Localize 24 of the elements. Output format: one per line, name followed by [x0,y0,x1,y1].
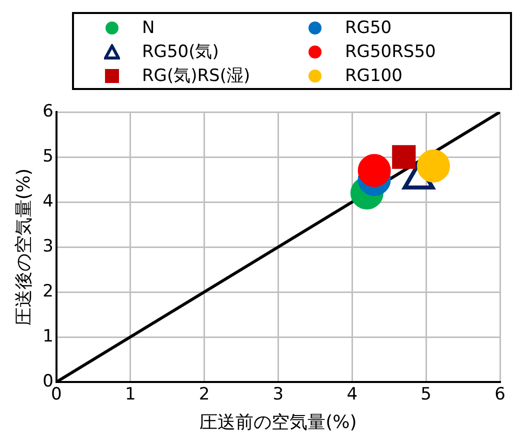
y-axis-title: 圧送後の空気量(%) [13,168,34,326]
x-tick-label: 2 [198,384,210,405]
point [392,145,416,169]
x-tick-label: 6 [494,384,506,405]
legend-label: RG100 [345,65,402,88]
y-tick-label: 6 [42,101,54,122]
y-tick-label: 4 [42,191,54,212]
legend-label: RG50 [345,17,392,40]
x-tick-label: 3 [272,384,284,405]
y-tick-label: 1 [42,326,54,346]
point [416,150,450,182]
x-tick-label: 4 [346,384,358,405]
legend-label: RG50(気) [142,41,219,64]
legend-label: RG50RS50 [345,41,436,64]
legend-label: RG(気)RS(湿) [142,65,250,88]
point [358,154,391,187]
x-axis-title: 圧送前の空気量(%) [200,412,357,433]
legend-label: N [142,17,155,40]
y-tick-label: 0 [42,371,54,392]
y-tick-label: 5 [42,146,54,166]
y-tick-label: 3 [42,236,54,256]
x-tick-label: 1 [124,384,136,405]
x-tick-label: 5 [420,384,432,405]
y-tick-label: 2 [42,281,54,302]
